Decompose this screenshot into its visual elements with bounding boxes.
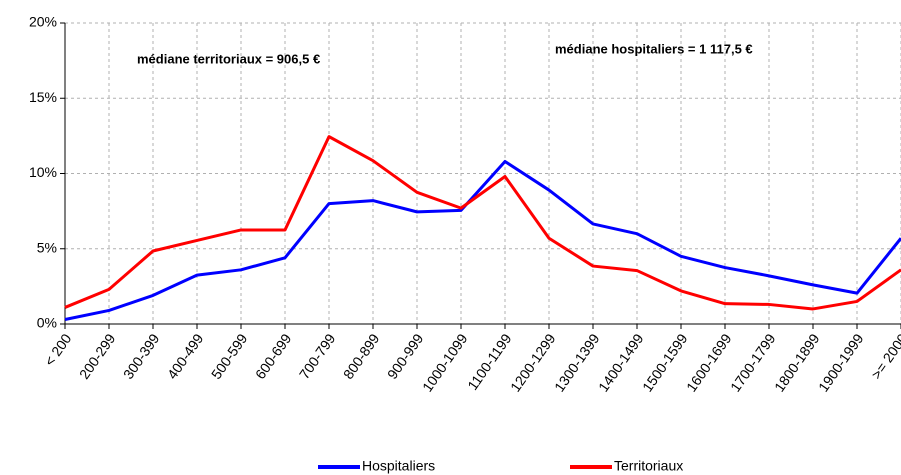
x-tick-label: 700-799 bbox=[296, 331, 339, 382]
x-tick-label: 1900-1999 bbox=[815, 330, 867, 394]
series-line bbox=[64, 159, 901, 321]
legend-label: Territoriaux bbox=[614, 458, 683, 474]
x-tick-label: 200-299 bbox=[76, 331, 119, 382]
x-tick-label: 300-399 bbox=[120, 331, 163, 382]
y-tick-label: 10% bbox=[29, 164, 57, 180]
x-tick-label: 600-699 bbox=[252, 331, 295, 382]
x-tick-label: 800-899 bbox=[340, 331, 383, 382]
y-tick-label: 5% bbox=[37, 239, 57, 255]
x-tick-label: < 200 bbox=[41, 331, 75, 369]
series-line bbox=[64, 135, 901, 311]
x-tick-label: 500-599 bbox=[208, 331, 251, 382]
y-tick-label: 0% bbox=[37, 315, 57, 331]
annotation: médiane hospitaliers = 1 117,5 € bbox=[555, 41, 753, 56]
annotation: médiane territoriaux = 906,5 € bbox=[137, 51, 320, 66]
x-tick-label: 1000-1099 bbox=[419, 330, 471, 394]
x-tick-label: 400-499 bbox=[164, 331, 207, 382]
x-tick-label: 1100-1199 bbox=[464, 330, 514, 392]
y-tick-label: 15% bbox=[29, 89, 57, 105]
x-tick-label: 900-999 bbox=[384, 331, 427, 382]
legend-label: Hospitaliers bbox=[362, 458, 435, 474]
y-tick-label: 20% bbox=[29, 14, 57, 30]
x-tick-label: >= 2000 bbox=[868, 330, 901, 381]
